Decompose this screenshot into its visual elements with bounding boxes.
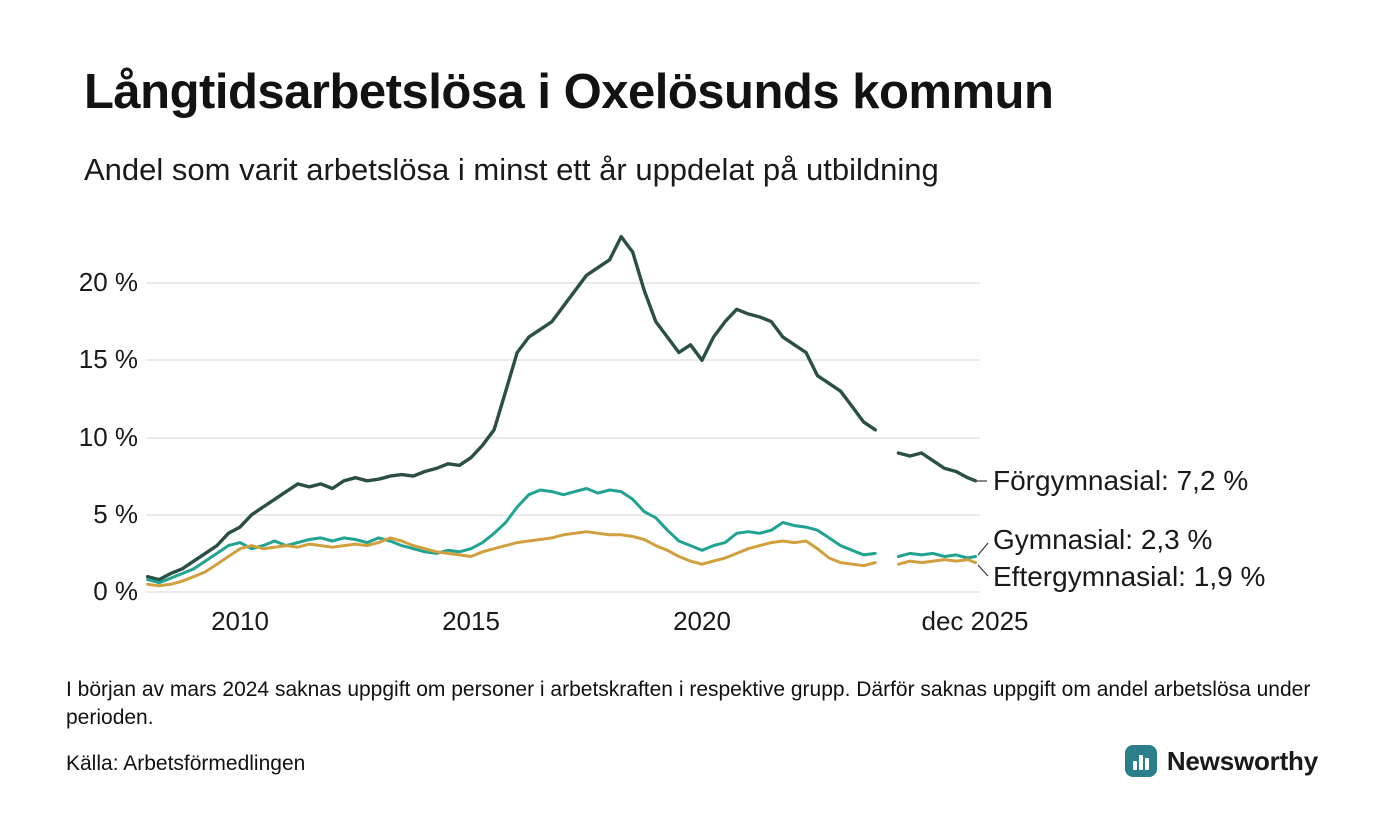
line-chart: 0 % 5 % 10 % 15 % 20 % 2010 2015 2020 de… — [80, 235, 1265, 636]
x-tick-2020: 2020 — [673, 606, 731, 636]
y-tick-10: 10 % — [80, 422, 138, 452]
y-tick-20: 20 % — [80, 267, 138, 297]
footnote: I början av mars 2024 saknas uppgift om … — [66, 678, 1311, 730]
end-label-forgymnasial: Förgymnasial: 7,2 % — [993, 465, 1248, 496]
y-tick-0: 0 % — [93, 576, 138, 606]
newsworthy-chart-icon — [1124, 745, 1157, 777]
y-tick-5: 5 % — [93, 499, 138, 529]
series-lines — [145, 235, 978, 588]
source-attribution: Källa: Arbetsförmedlingen — [66, 752, 306, 775]
y-axis-labels: 0 % 5 % 10 % 15 % 20 % — [80, 267, 138, 606]
series-line-eftergymnasial — [146, 530, 977, 588]
newsworthy-wordmark: Newsworthy — [1166, 745, 1318, 776]
series-end-labels: Förgymnasial: 7,2 % Gymnasial: 2,3 % Eft… — [977, 465, 1265, 592]
y-tick-15: 15 % — [80, 344, 138, 374]
gridlines — [146, 282, 980, 593]
chart-subtitle: Andel som varit arbetslösa i minst ett å… — [84, 152, 939, 187]
end-label-eftergymnasial: Eftergymnasial: 1,9 % — [993, 561, 1265, 592]
connector-gymnasial — [977, 542, 989, 556]
end-label-gymnasial: Gymnasial: 2,3 % — [993, 524, 1212, 555]
x-tick-2010: 2010 — [211, 606, 269, 636]
x-tick-2015: 2015 — [442, 606, 500, 636]
x-tick-dec2025: dec 2025 — [922, 606, 1029, 636]
series-line-gymnasial — [146, 487, 977, 585]
chart-title: Långtidsarbetslösa i Oxelösunds kommun — [84, 65, 1054, 119]
x-axis-labels: 2010 2015 2020 dec 2025 — [211, 606, 1028, 636]
newsworthy-logo: Newsworthy — [1124, 744, 1318, 778]
connector-eftergymnasial — [977, 564, 989, 577]
series-line-förgymnasial — [145, 235, 978, 582]
